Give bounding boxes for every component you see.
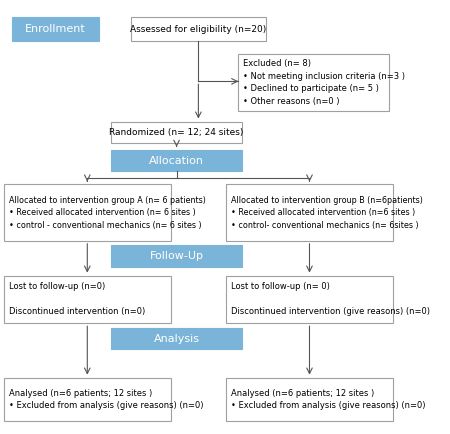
- FancyBboxPatch shape: [111, 150, 242, 171]
- Text: Allocated to intervention group B (n=6patients)
• Received allocated interventio: Allocated to intervention group B (n=6pa…: [231, 196, 423, 230]
- Text: Excluded (n= 8)
• Not meeting inclusion criteria (n=3 )
• Declined to participat: Excluded (n= 8) • Not meeting inclusion …: [243, 59, 405, 106]
- FancyBboxPatch shape: [226, 184, 393, 241]
- Text: Analysis: Analysis: [153, 333, 199, 344]
- FancyBboxPatch shape: [4, 276, 171, 323]
- Text: Lost to follow-up (n=0)

Discontinued intervention (n=0): Lost to follow-up (n=0) Discontinued int…: [9, 283, 145, 316]
- FancyBboxPatch shape: [226, 378, 393, 421]
- FancyBboxPatch shape: [111, 245, 242, 267]
- FancyBboxPatch shape: [12, 17, 99, 41]
- FancyBboxPatch shape: [226, 276, 393, 323]
- Text: Allocated to intervention group A (n= 6 patients)
• Received allocated intervent: Allocated to intervention group A (n= 6 …: [9, 196, 206, 230]
- Text: Follow-Up: Follow-Up: [149, 251, 203, 261]
- Text: Analysed (n=6 patients; 12 sites )
• Excluded from analysis (give reasons) (n=0): Analysed (n=6 patients; 12 sites ) • Exc…: [9, 388, 203, 410]
- Text: Enrollment: Enrollment: [25, 24, 86, 34]
- FancyBboxPatch shape: [4, 184, 171, 241]
- Text: Randomized (n= 12; 24 sites): Randomized (n= 12; 24 sites): [109, 128, 244, 137]
- FancyBboxPatch shape: [131, 17, 266, 41]
- FancyBboxPatch shape: [111, 328, 242, 349]
- Text: Assessed for eligibility (n=20): Assessed for eligibility (n=20): [130, 25, 266, 34]
- FancyBboxPatch shape: [238, 54, 389, 111]
- Text: Analysed (n=6 patients; 12 sites )
• Excluded from analysis (give reasons) (n=0): Analysed (n=6 patients; 12 sites ) • Exc…: [231, 388, 425, 410]
- Text: Allocation: Allocation: [149, 155, 204, 166]
- FancyBboxPatch shape: [4, 378, 171, 421]
- FancyBboxPatch shape: [111, 122, 242, 143]
- Text: Lost to follow-up (n= 0)

Discontinued intervention (give reasons) (n=0): Lost to follow-up (n= 0) Discontinued in…: [231, 283, 430, 316]
